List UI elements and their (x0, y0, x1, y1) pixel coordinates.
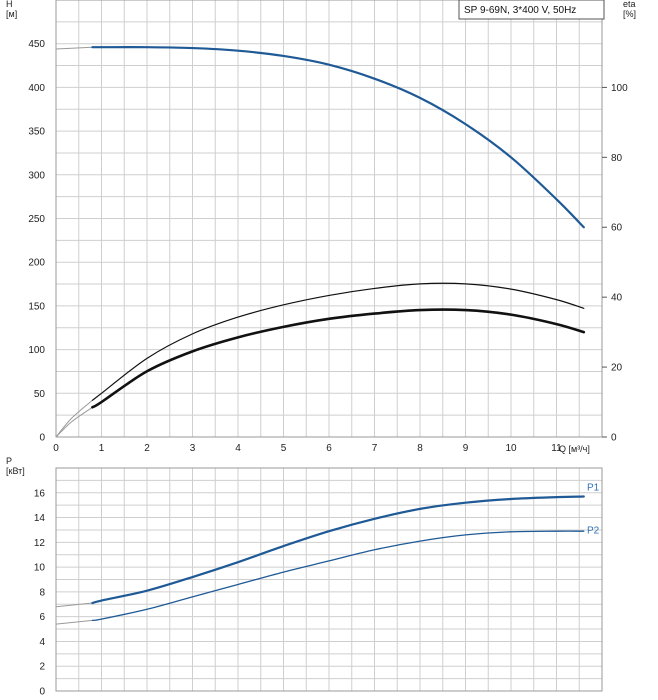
p-tick-label: 8 (39, 587, 45, 598)
series-extension (55, 602, 93, 608)
y-tick-label: 450 (28, 39, 45, 50)
y-tick-label: 350 (28, 127, 45, 138)
y2-tick-label: 20 (611, 363, 623, 374)
bottom-plot-series: P1 P2 (55, 482, 600, 625)
p-tick-label: 2 (39, 662, 45, 673)
x-tick-label: 11 (551, 443, 562, 454)
y2-axis-label: eta (623, 0, 636, 9)
axis-labels: H[м] eta[%] P[кВт] Q [м³/ч] (6, 0, 636, 476)
y2-tick-label: 80 (611, 153, 623, 164)
y2-tick-label: 100 (611, 83, 628, 94)
x-tick-label: 1 (99, 443, 105, 454)
top-plot-frame (55, 0, 603, 438)
bottom-plot-grid (56, 468, 602, 691)
y-tick-label: 150 (28, 301, 45, 312)
top-plot-series (55, 46, 586, 438)
x-tick-label: 10 (505, 443, 517, 454)
series-line-P2 (91, 530, 585, 622)
legend-box (458, 0, 605, 20)
series-extension (55, 46, 93, 50)
x-tick-label: 0 (53, 443, 59, 454)
top-plot-grid (56, 0, 602, 437)
p-tick-label: 16 (34, 488, 46, 499)
p-tick-label: 6 (39, 612, 45, 623)
y2-tick-label: 40 (611, 293, 623, 304)
series-label-P2: P2 (587, 526, 600, 537)
p-tick-label: 4 (39, 637, 45, 648)
y2-axis-label: [%] (623, 9, 636, 19)
x-tick-label: 6 (326, 443, 332, 454)
series-label-P1: P1 (587, 482, 600, 493)
y-tick-label: 250 (28, 214, 45, 225)
series-extension (55, 619, 93, 625)
y-axis-label: [м] (6, 9, 17, 19)
p-tick-label: 0 (39, 687, 45, 698)
p-tick-label: 12 (34, 538, 46, 549)
y-tick-label: 100 (28, 345, 45, 356)
y2-tick-label: 0 (611, 433, 617, 444)
bottom-plot-ticks: 0 2 4 6 8 10 12 14 16 (34, 488, 46, 697)
p-tick-label: 14 (34, 513, 46, 524)
y-tick-label: 300 (28, 170, 45, 181)
x-tick-label: 7 (372, 443, 378, 454)
y-tick-label: 50 (34, 389, 46, 400)
y-tick-label: 200 (28, 258, 45, 269)
p-tick-label: 10 (34, 563, 46, 574)
bottom-plot-frame (55, 467, 603, 692)
legend-text: SP 9-69N, 3*400 V, 50Hz (464, 5, 576, 16)
series-line-1 (91, 282, 585, 401)
x-axis-label: Q [м³/ч] (559, 444, 590, 454)
series-line-0 (91, 46, 585, 229)
p-axis-label: P (6, 456, 12, 466)
y2-tick-label: 60 (611, 223, 623, 234)
x-tick-label: 2 (144, 443, 150, 454)
x-tick-label: 5 (281, 443, 287, 454)
series-line-2 (91, 308, 586, 409)
y-tick-label: 0 (39, 433, 45, 444)
x-tick-label: 9 (463, 443, 469, 454)
p-axis-label: [кВт] (6, 466, 25, 476)
series-extension (55, 406, 93, 438)
y-axis-label: H (6, 0, 13, 9)
series-extension (55, 399, 93, 438)
series-line-P1 (91, 495, 585, 605)
x-tick-label: 8 (417, 443, 423, 454)
x-tick-label: 3 (190, 443, 196, 454)
y-tick-label: 400 (28, 83, 45, 94)
x-tick-label: 4 (235, 443, 241, 454)
top-plot-ticks: 0 50 100 150 200 250 300 350 400 450 0 20 40 60 80 100 0… (28, 39, 628, 454)
